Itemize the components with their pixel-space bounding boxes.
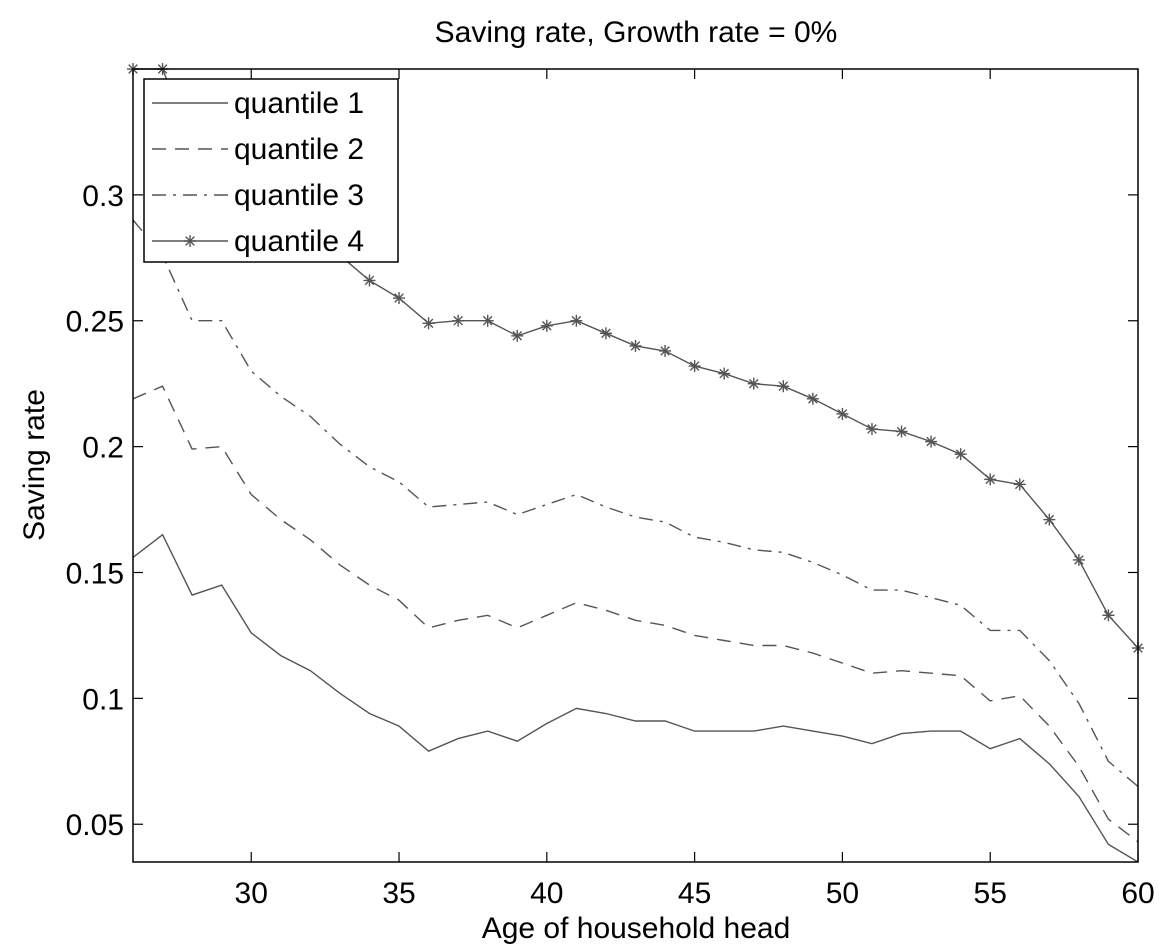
series-4-marker-9-stroke-3	[364, 275, 375, 286]
chart-title: Saving rate, Growth rate = 0%	[435, 16, 838, 49]
ticks-layer: 30 35 40 45 50 55 60 0.05 0.1 0.15 0.2 0.25 0.3	[66, 69, 1155, 910]
x-tick-label-7: 60	[1121, 877, 1154, 910]
series-4-marker-24	[806, 392, 819, 405]
series-line-1	[132, 533, 1139, 863]
series-4-marker-17-stroke-3	[601, 328, 611, 339]
series-4-marker-20-stroke-3	[689, 361, 700, 371]
series-4-marker-29	[954, 448, 967, 461]
y-axis-label: Saving rate	[18, 389, 51, 541]
y-tick-label-4: 0.2	[82, 432, 124, 465]
y-tick-label-5: 0.25	[66, 306, 124, 339]
series-4-marker-25	[836, 407, 849, 420]
series-4-marker-30-stroke-3	[985, 474, 996, 485]
y-tick-label-3: 0.15	[66, 557, 124, 590]
series-4-marker-15-stroke-3	[542, 320, 552, 331]
series-4-marker-11	[422, 317, 435, 330]
series-4-marker-21-stroke-3	[719, 368, 729, 379]
series-4-marker-23	[777, 380, 790, 393]
series-4-marker-23-stroke-3	[778, 381, 789, 392]
series-4-marker-14	[511, 329, 524, 342]
series-4-marker-31-stroke-3	[1014, 479, 1025, 490]
legend-items: quantile 1 quantile 2 quantile 3 quantile 4	[152, 87, 364, 258]
series-4-marker-26	[865, 422, 878, 435]
series-4-marker-12-stroke-3	[453, 315, 463, 326]
series-line-2	[132, 385, 1139, 843]
series-4-marker-30	[984, 473, 997, 486]
x-tick-label-3: 40	[530, 877, 563, 910]
legend-marker-4-stroke-3	[185, 236, 195, 246]
series-4-marker-25-stroke-3	[837, 409, 848, 419]
y-tick-label-1: 0.05	[66, 809, 124, 842]
series-4-marker-20	[688, 360, 701, 373]
series-4-marker-28-stroke-3	[926, 436, 936, 447]
series-4-marker-15	[540, 319, 553, 332]
series-4-marker-33-stroke-3	[1074, 555, 1084, 565]
legend-label-1: quantile 1	[234, 87, 364, 120]
plot-frame	[132, 68, 1139, 863]
y-tick-label-6: 0.3	[82, 180, 124, 213]
series-4-marker-10-stroke-3	[394, 293, 404, 303]
series-4-marker-18-stroke-3	[630, 341, 641, 351]
series-4-marker-22-stroke-3	[748, 378, 759, 389]
legend-label-4: quantile 4	[234, 225, 364, 258]
series-4-marker-9	[363, 274, 376, 287]
x-tick-label-1: 30	[235, 877, 268, 910]
series-4-marker-18	[629, 339, 642, 352]
series-4-marker-29-stroke-3	[955, 449, 966, 459]
series-4-marker-16-stroke-3	[571, 315, 582, 326]
series-4-marker-17	[599, 327, 612, 340]
series-4-marker-21	[718, 367, 731, 380]
series-4-marker-27-stroke-3	[896, 426, 907, 437]
series-4-marker-19	[659, 344, 672, 357]
legend: quantile 1 quantile 2 quantile 3 quantile 4	[143, 78, 399, 263]
legend-box	[143, 78, 399, 263]
series-4-marker-32-stroke-3	[1044, 514, 1055, 525]
series-4-marker-22	[747, 377, 760, 390]
series-4-marker-13-stroke-3	[482, 315, 493, 326]
series-4-marker-13	[481, 314, 494, 327]
legend-label-2: quantile 2	[234, 133, 364, 166]
series-4-marker-11-stroke-3	[423, 318, 434, 329]
x-axis-label: Age of household head	[482, 912, 791, 945]
x-tick-label-6: 55	[974, 877, 1007, 910]
series-4-marker-24-stroke-3	[808, 393, 818, 404]
series-4-marker-26-stroke-3	[867, 424, 877, 434]
series-4-marker-34-stroke-3	[1103, 610, 1114, 621]
x-tick-label-4: 45	[678, 877, 711, 910]
series-line-3	[132, 219, 1139, 788]
x-tick-label-5: 50	[826, 877, 859, 910]
series-4-marker-10	[393, 292, 406, 305]
series-4-marker-16	[570, 314, 583, 327]
series-4-marker-28	[925, 435, 938, 448]
series-4-marker-32	[1043, 513, 1056, 526]
x-tick-label-2: 35	[382, 877, 415, 910]
series-4-marker-31	[1013, 478, 1026, 491]
y-tick-label-2: 0.1	[82, 683, 124, 716]
series-4-marker-33	[1072, 553, 1085, 566]
legend-marker-4	[184, 235, 196, 247]
legend-label-3: quantile 3	[234, 179, 364, 212]
series-4-marker-34	[1102, 609, 1115, 622]
series-4-marker-27	[895, 425, 908, 438]
series-4-marker-19-stroke-3	[660, 346, 670, 356]
series-4-marker-14-stroke-3	[512, 331, 523, 341]
series-4-marker-12	[452, 314, 465, 327]
